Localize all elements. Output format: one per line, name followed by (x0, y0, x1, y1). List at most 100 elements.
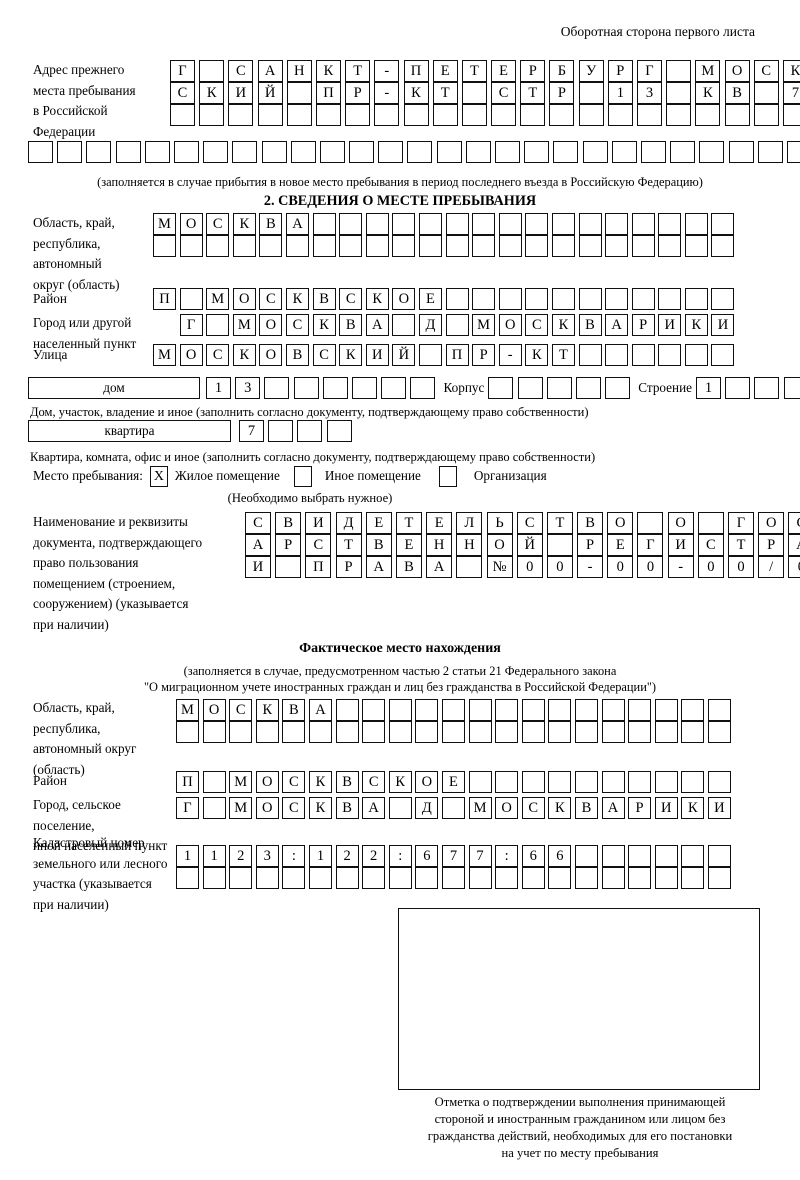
grid-cell[interactable]: П (305, 556, 332, 578)
grid-cell[interactable] (695, 104, 721, 126)
document-row[interactable]: АРСТВЕННОЙРЕГИСТРАЦИ (245, 534, 800, 556)
grid-cell[interactable]: М (153, 213, 176, 235)
grid-cell[interactable] (362, 721, 386, 743)
grid-cell[interactable]: Н (426, 534, 453, 556)
grid-cell[interactable]: Е (426, 512, 453, 534)
grid-cell[interactable] (275, 556, 302, 578)
grid-cell[interactable] (658, 344, 682, 366)
grid-cell[interactable]: К (285, 288, 309, 310)
grid-cell[interactable]: Т (546, 512, 573, 534)
grid-cell[interactable] (315, 104, 341, 126)
grid-cell[interactable] (415, 867, 439, 889)
grid-cell[interactable]: 3 (255, 845, 279, 867)
grid-cell[interactable] (786, 141, 800, 163)
grid-cell[interactable]: Т (728, 534, 754, 556)
grid-cell[interactable] (605, 235, 629, 257)
grid-cell[interactable] (468, 721, 492, 743)
grid-cell[interactable]: К (232, 344, 256, 366)
grid-cell[interactable]: С (339, 288, 363, 310)
grid-cell[interactable]: 0 (788, 556, 800, 578)
grid-cell[interactable] (418, 213, 442, 235)
grid-cell[interactable]: - (577, 556, 604, 578)
korpus-cells[interactable] (488, 377, 634, 399)
grid-cell[interactable]: В (365, 534, 392, 556)
grid-cell[interactable] (468, 699, 492, 721)
grid-cell[interactable] (605, 288, 629, 310)
grid-cell[interactable]: В (335, 771, 359, 793)
grid-cell[interactable]: 7 (468, 845, 492, 867)
grid-cell[interactable] (753, 104, 779, 126)
grid-cell[interactable]: О (179, 213, 203, 235)
grid-cell[interactable]: Г (728, 512, 754, 534)
grid-cell[interactable]: О (724, 60, 750, 82)
grid-cell[interactable]: М (153, 344, 176, 366)
grid-cell[interactable]: О (179, 344, 203, 366)
grid-cell[interactable] (711, 344, 735, 366)
grid-cell[interactable]: А (365, 556, 392, 578)
grid-cell[interactable] (202, 721, 226, 743)
grid-cell[interactable] (637, 104, 662, 126)
grid-cell[interactable] (472, 235, 496, 257)
grid-cell[interactable] (582, 141, 608, 163)
grid-cell[interactable] (724, 104, 750, 126)
grid-cell[interactable] (707, 845, 731, 867)
grid-cell[interactable]: Д (335, 512, 362, 534)
grid-cell[interactable]: К (315, 60, 341, 82)
grid-cell[interactable] (326, 420, 352, 442)
grid-cell[interactable] (173, 141, 199, 163)
grid-cell[interactable] (282, 867, 306, 889)
grid-cell[interactable] (441, 797, 465, 819)
grid-cell[interactable]: П (153, 288, 176, 310)
grid-cell[interactable] (697, 512, 724, 534)
grid-cell[interactable]: В (275, 512, 302, 534)
grid-cell[interactable] (339, 213, 363, 235)
grid-cell[interactable] (86, 141, 112, 163)
grid-cell[interactable] (521, 771, 545, 793)
grid-cell[interactable]: 2 (362, 845, 386, 867)
fact-oblast-row[interactable] (176, 721, 734, 743)
grid-cell[interactable] (707, 771, 731, 793)
grid-cell[interactable] (631, 344, 655, 366)
grid-cell[interactable]: А (362, 797, 386, 819)
grid-cell[interactable]: С (312, 344, 336, 366)
oblast-row[interactable] (153, 235, 738, 257)
grid-cell[interactable] (349, 141, 375, 163)
grid-cell[interactable]: А (605, 314, 629, 336)
checkbox-inoe[interactable] (293, 466, 312, 487)
grid-cell[interactable]: 1 (206, 377, 231, 399)
grid-cell[interactable]: С (259, 288, 283, 310)
grid-cell[interactable]: 0 (637, 556, 664, 578)
grid-cell[interactable]: О (255, 797, 279, 819)
grid-cell[interactable]: К (782, 60, 800, 82)
grid-cell[interactable] (392, 235, 416, 257)
grid-cell[interactable]: М (695, 60, 721, 82)
grid-cell[interactable]: К (548, 797, 572, 819)
grid-cell[interactable] (605, 213, 629, 235)
grid-cell[interactable] (335, 721, 359, 743)
grid-cell[interactable] (388, 699, 412, 721)
grid-cell[interactable] (783, 377, 800, 399)
grid-cell[interactable]: - (374, 60, 400, 82)
grid-cell[interactable]: И (667, 534, 694, 556)
grid-cell[interactable] (202, 797, 226, 819)
grid-cell[interactable] (365, 213, 389, 235)
grid-cell[interactable]: О (259, 344, 283, 366)
grid-cell[interactable]: Н (456, 534, 483, 556)
grid-cell[interactable] (436, 141, 462, 163)
grid-cell[interactable]: Е (491, 60, 517, 82)
kvartira-cells[interactable]: 7 (239, 420, 356, 442)
grid-cell[interactable] (199, 104, 225, 126)
grid-cell[interactable]: О (259, 314, 283, 336)
grid-cell[interactable] (441, 867, 465, 889)
grid-cell[interactable] (666, 104, 692, 126)
grid-cell[interactable]: О (607, 512, 634, 534)
grid-cell[interactable]: Г (176, 797, 199, 819)
grid-cell[interactable]: / (758, 556, 785, 578)
grid-cell[interactable]: № (486, 556, 513, 578)
grid-cell[interactable]: С (245, 512, 271, 534)
grid-cell[interactable] (699, 141, 725, 163)
